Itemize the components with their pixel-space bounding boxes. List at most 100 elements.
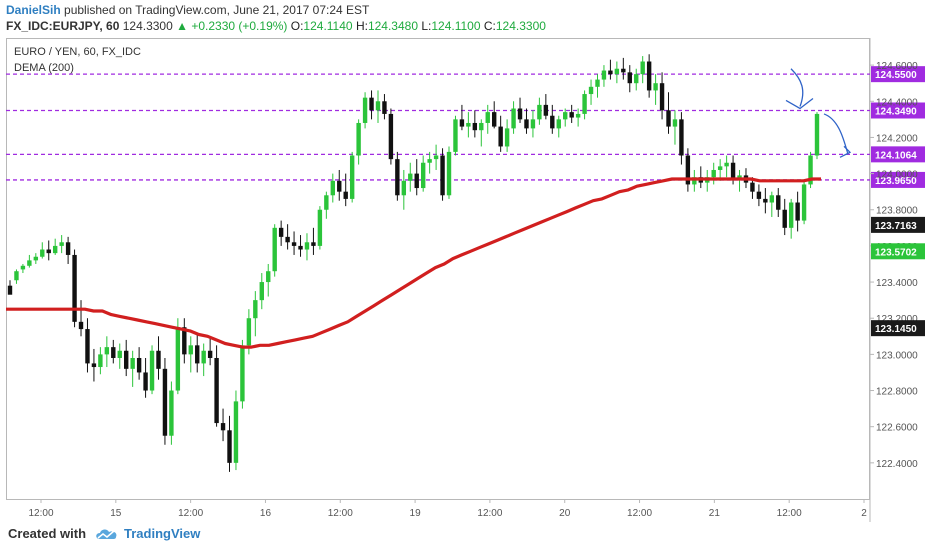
candle-body bbox=[601, 70, 607, 80]
candle-body bbox=[59, 242, 64, 246]
candle-body bbox=[395, 159, 400, 196]
candle-body bbox=[349, 155, 355, 199]
candle-body bbox=[446, 151, 452, 196]
candle-body bbox=[46, 249, 51, 254]
high-value: 124.3480 bbox=[367, 19, 418, 33]
x-tick-label: 12:00 bbox=[777, 508, 802, 519]
candle-body bbox=[195, 345, 200, 364]
candle-body bbox=[369, 97, 374, 111]
candle-body bbox=[795, 202, 800, 221]
candle-body bbox=[814, 113, 820, 156]
candle-body bbox=[182, 327, 187, 355]
close-value: 124.3300 bbox=[495, 19, 546, 33]
candle-body bbox=[65, 242, 71, 255]
ohlc-header: FX_IDC:EURJPY, 60 124.3300 ▲ +0.2330 (+0… bbox=[6, 19, 546, 33]
candle-body bbox=[776, 195, 781, 210]
price-change: ▲ +0.2330 (+0.19%) bbox=[176, 19, 288, 33]
candle-body bbox=[330, 180, 335, 196]
candle-body bbox=[459, 119, 465, 127]
level-price-label: 124.3490 bbox=[875, 106, 917, 117]
candle-body bbox=[356, 122, 361, 156]
x-tick-label: 21 bbox=[709, 508, 721, 519]
level-price-label-bg bbox=[871, 146, 925, 163]
close-label: C: bbox=[483, 19, 496, 33]
candle-body bbox=[78, 321, 84, 330]
candle-body bbox=[788, 202, 794, 228]
candle-body bbox=[608, 70, 613, 75]
dema-line bbox=[6, 177, 821, 349]
price-label-bg bbox=[871, 243, 925, 260]
candle-body bbox=[33, 256, 39, 261]
price-label: 123.5702 bbox=[875, 247, 917, 258]
candle-body bbox=[136, 357, 142, 373]
candle-body bbox=[98, 354, 103, 368]
candle-body bbox=[717, 166, 723, 170]
candle-body bbox=[72, 254, 77, 322]
author-link[interactable]: DanielSih bbox=[6, 3, 61, 17]
candle-body bbox=[634, 74, 639, 84]
chart-title: EURO / YEN, 60, FX_IDC bbox=[14, 46, 141, 58]
y-tick-label: 123.2000 bbox=[876, 314, 918, 325]
candle-body bbox=[162, 368, 168, 436]
candle-body bbox=[278, 227, 284, 237]
plot-border bbox=[6, 38, 870, 500]
candle-body bbox=[569, 112, 574, 118]
chart-area[interactable]: 124.5500 124.3490 124.1064 123.9650 124.600… bbox=[6, 38, 928, 522]
annotation-arrow-right bbox=[823, 113, 849, 155]
candle-body bbox=[104, 347, 110, 355]
candle-body bbox=[556, 119, 561, 129]
annotation-arrow-down bbox=[790, 68, 804, 107]
candle-body bbox=[756, 191, 762, 199]
candle-body bbox=[692, 177, 697, 185]
last-price: 124.3300 bbox=[122, 19, 173, 33]
x-tick-label: 16 bbox=[260, 508, 272, 519]
candle-body bbox=[175, 327, 181, 391]
tradingview-brand[interactable]: TradingView bbox=[124, 526, 201, 541]
candle-body bbox=[408, 173, 413, 181]
candle-body bbox=[304, 242, 310, 250]
y-tick-label: 122.4000 bbox=[876, 459, 918, 470]
candle-body bbox=[27, 260, 32, 266]
y-tick-label: 124.4000 bbox=[876, 97, 918, 108]
candle-body bbox=[730, 162, 736, 180]
candle-body bbox=[550, 115, 555, 129]
candle-body bbox=[227, 430, 232, 463]
candle-body bbox=[311, 242, 316, 246]
candle-body bbox=[433, 155, 439, 160]
x-tick-label: 12:00 bbox=[328, 508, 353, 519]
candle-body bbox=[440, 155, 445, 196]
candle-body bbox=[479, 122, 484, 131]
candle-body bbox=[337, 180, 342, 192]
price-chart[interactable]: 124.5500 124.3490 124.1064 123.9650 124.600… bbox=[6, 38, 928, 522]
x-tick-label: 12:00 bbox=[477, 508, 502, 519]
candle-body bbox=[40, 249, 45, 257]
candle-body bbox=[272, 227, 277, 272]
candle-body bbox=[240, 345, 245, 402]
x-tick-label: 2 bbox=[861, 508, 867, 519]
candle-body bbox=[801, 184, 807, 221]
candle-body bbox=[750, 182, 755, 192]
candle-body bbox=[453, 119, 458, 152]
level-price-label-bg bbox=[871, 102, 925, 119]
candle-body bbox=[472, 122, 478, 131]
candle-body bbox=[627, 72, 632, 84]
candle-body bbox=[169, 390, 174, 436]
candle-body bbox=[117, 350, 122, 358]
price-label: 123.7163 bbox=[875, 221, 917, 232]
candle-body bbox=[588, 86, 594, 95]
candle-body bbox=[414, 173, 419, 189]
price-label-bg bbox=[871, 216, 925, 233]
candle-body bbox=[266, 271, 271, 283]
candle-body bbox=[382, 101, 387, 114]
candle-body bbox=[517, 108, 523, 120]
candle-body bbox=[343, 191, 348, 199]
candle-body bbox=[317, 209, 323, 246]
candle-body bbox=[85, 329, 90, 364]
level-price-label: 123.9650 bbox=[875, 176, 917, 187]
candle-body bbox=[298, 245, 303, 250]
candle-body bbox=[504, 128, 510, 147]
y-tick-label: 122.8000 bbox=[876, 387, 918, 398]
candle-body bbox=[614, 68, 620, 75]
level-price-label-bg bbox=[871, 171, 925, 188]
symbol-label: FX_IDC:EURJPY, 60 bbox=[6, 19, 120, 33]
